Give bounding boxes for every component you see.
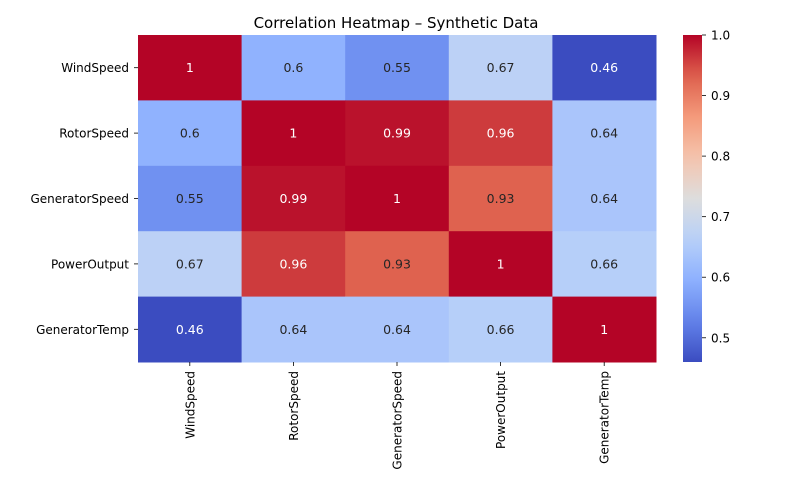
heatmap-cell xyxy=(345,165,450,232)
cell-value-label: 0.46 xyxy=(590,60,618,75)
cell-value-label: 0.55 xyxy=(176,191,204,206)
row-tick-label: GeneratorTemp xyxy=(36,323,129,337)
cell-value-label: 0.66 xyxy=(590,256,618,271)
cell-value-label: 0.99 xyxy=(383,126,411,141)
cell-value-label: 0.93 xyxy=(383,256,411,271)
colorbar-tick-label: 0.5 xyxy=(711,331,730,345)
row-tick-label: WindSpeed xyxy=(61,61,129,75)
heatmap-cell xyxy=(345,35,450,101)
heatmap-cell xyxy=(552,231,657,298)
heatmap-cell xyxy=(138,35,243,101)
column-tick-label: PowerOutput xyxy=(494,371,508,449)
heatmap-cell xyxy=(241,35,346,101)
colorbar-tick-label: 0.7 xyxy=(711,210,730,224)
heatmap-cell xyxy=(448,100,553,167)
heatmap-cell xyxy=(241,165,346,232)
cell-value-label: 0.99 xyxy=(279,191,307,206)
cell-value-label: 0.64 xyxy=(590,191,618,206)
heatmap-cell xyxy=(241,231,346,298)
cell-value-label: 1 xyxy=(600,322,608,337)
cell-value-label: 0.66 xyxy=(487,322,515,337)
cell-value-label: 0.55 xyxy=(383,60,411,75)
heatmap-cell xyxy=(345,296,450,363)
cell-value-label: 0.67 xyxy=(176,256,204,271)
cell-value-label: 0.64 xyxy=(279,322,307,337)
cell-value-label: 0.46 xyxy=(176,322,204,337)
column-tick-label: GeneratorTemp xyxy=(598,371,612,464)
cell-value-label: 1 xyxy=(497,256,505,271)
heatmap-cell xyxy=(552,35,657,101)
colorbar-tick-label: 1.0 xyxy=(711,29,730,43)
heatmap-cell xyxy=(345,100,450,167)
heatmap-cell xyxy=(448,231,553,298)
heatmap-cell xyxy=(345,231,450,298)
column-tick-label: WindSpeed xyxy=(183,371,197,439)
heatmap-cell xyxy=(138,165,243,232)
heatmap-cell xyxy=(552,296,657,363)
heatmap-cell xyxy=(138,100,243,167)
colorbar-tick-label: 0.9 xyxy=(711,89,730,103)
column-tick-labels: WindSpeed RotorSpeed GeneratorSpeed PowerOu… xyxy=(183,362,612,470)
cell-value-label: 0.6 xyxy=(180,126,200,141)
cell-value-label: 0.6 xyxy=(283,60,303,75)
cell-value-label: 1 xyxy=(289,126,297,141)
cell-value-label: 0.96 xyxy=(487,126,515,141)
colorbar-tick-label: 0.6 xyxy=(711,271,730,285)
heatmap-cells: 1 0.6 0.55 0.67 0.46 0.6 1 0.99 0.96 0.64 0.55 0.99… xyxy=(138,35,657,363)
colorbar-tick-label: 0.8 xyxy=(711,150,730,164)
cell-value-label: 0.64 xyxy=(590,126,618,141)
heatmap-cell xyxy=(448,165,553,232)
heatmap-cell xyxy=(241,296,346,363)
cell-value-label: 0.96 xyxy=(279,256,307,271)
cell-value-label: 0.64 xyxy=(383,322,411,337)
heatmap-cell xyxy=(138,231,243,298)
heatmap-cell xyxy=(448,35,553,101)
cell-value-label: 0.67 xyxy=(487,60,515,75)
heatmap-cell xyxy=(241,100,346,167)
row-tick-label: PowerOutput xyxy=(51,257,129,271)
column-tick-label: RotorSpeed xyxy=(287,371,301,441)
cell-value-label: 1 xyxy=(393,191,401,206)
colorbar-gradient xyxy=(683,35,702,362)
row-tick-labels: WindSpeed RotorSpeed GeneratorSpeed PowerOu… xyxy=(30,61,138,337)
heatmap-cell xyxy=(448,296,553,363)
heatmap-cell xyxy=(552,165,657,232)
column-tick-label: GeneratorSpeed xyxy=(391,371,405,470)
heatmap-cell xyxy=(552,100,657,167)
colorbar: 0.5 0.6 0.7 0.8 0.9 1.0 xyxy=(683,29,730,362)
row-tick-label: RotorSpeed xyxy=(59,127,129,141)
cell-value-label: 0.93 xyxy=(487,191,515,206)
heatmap-cell xyxy=(138,296,243,363)
row-tick-label: GeneratorSpeed xyxy=(30,192,129,206)
cell-value-label: 1 xyxy=(186,60,194,75)
chart-title: Correlation Heatmap – Synthetic Data xyxy=(254,14,539,32)
